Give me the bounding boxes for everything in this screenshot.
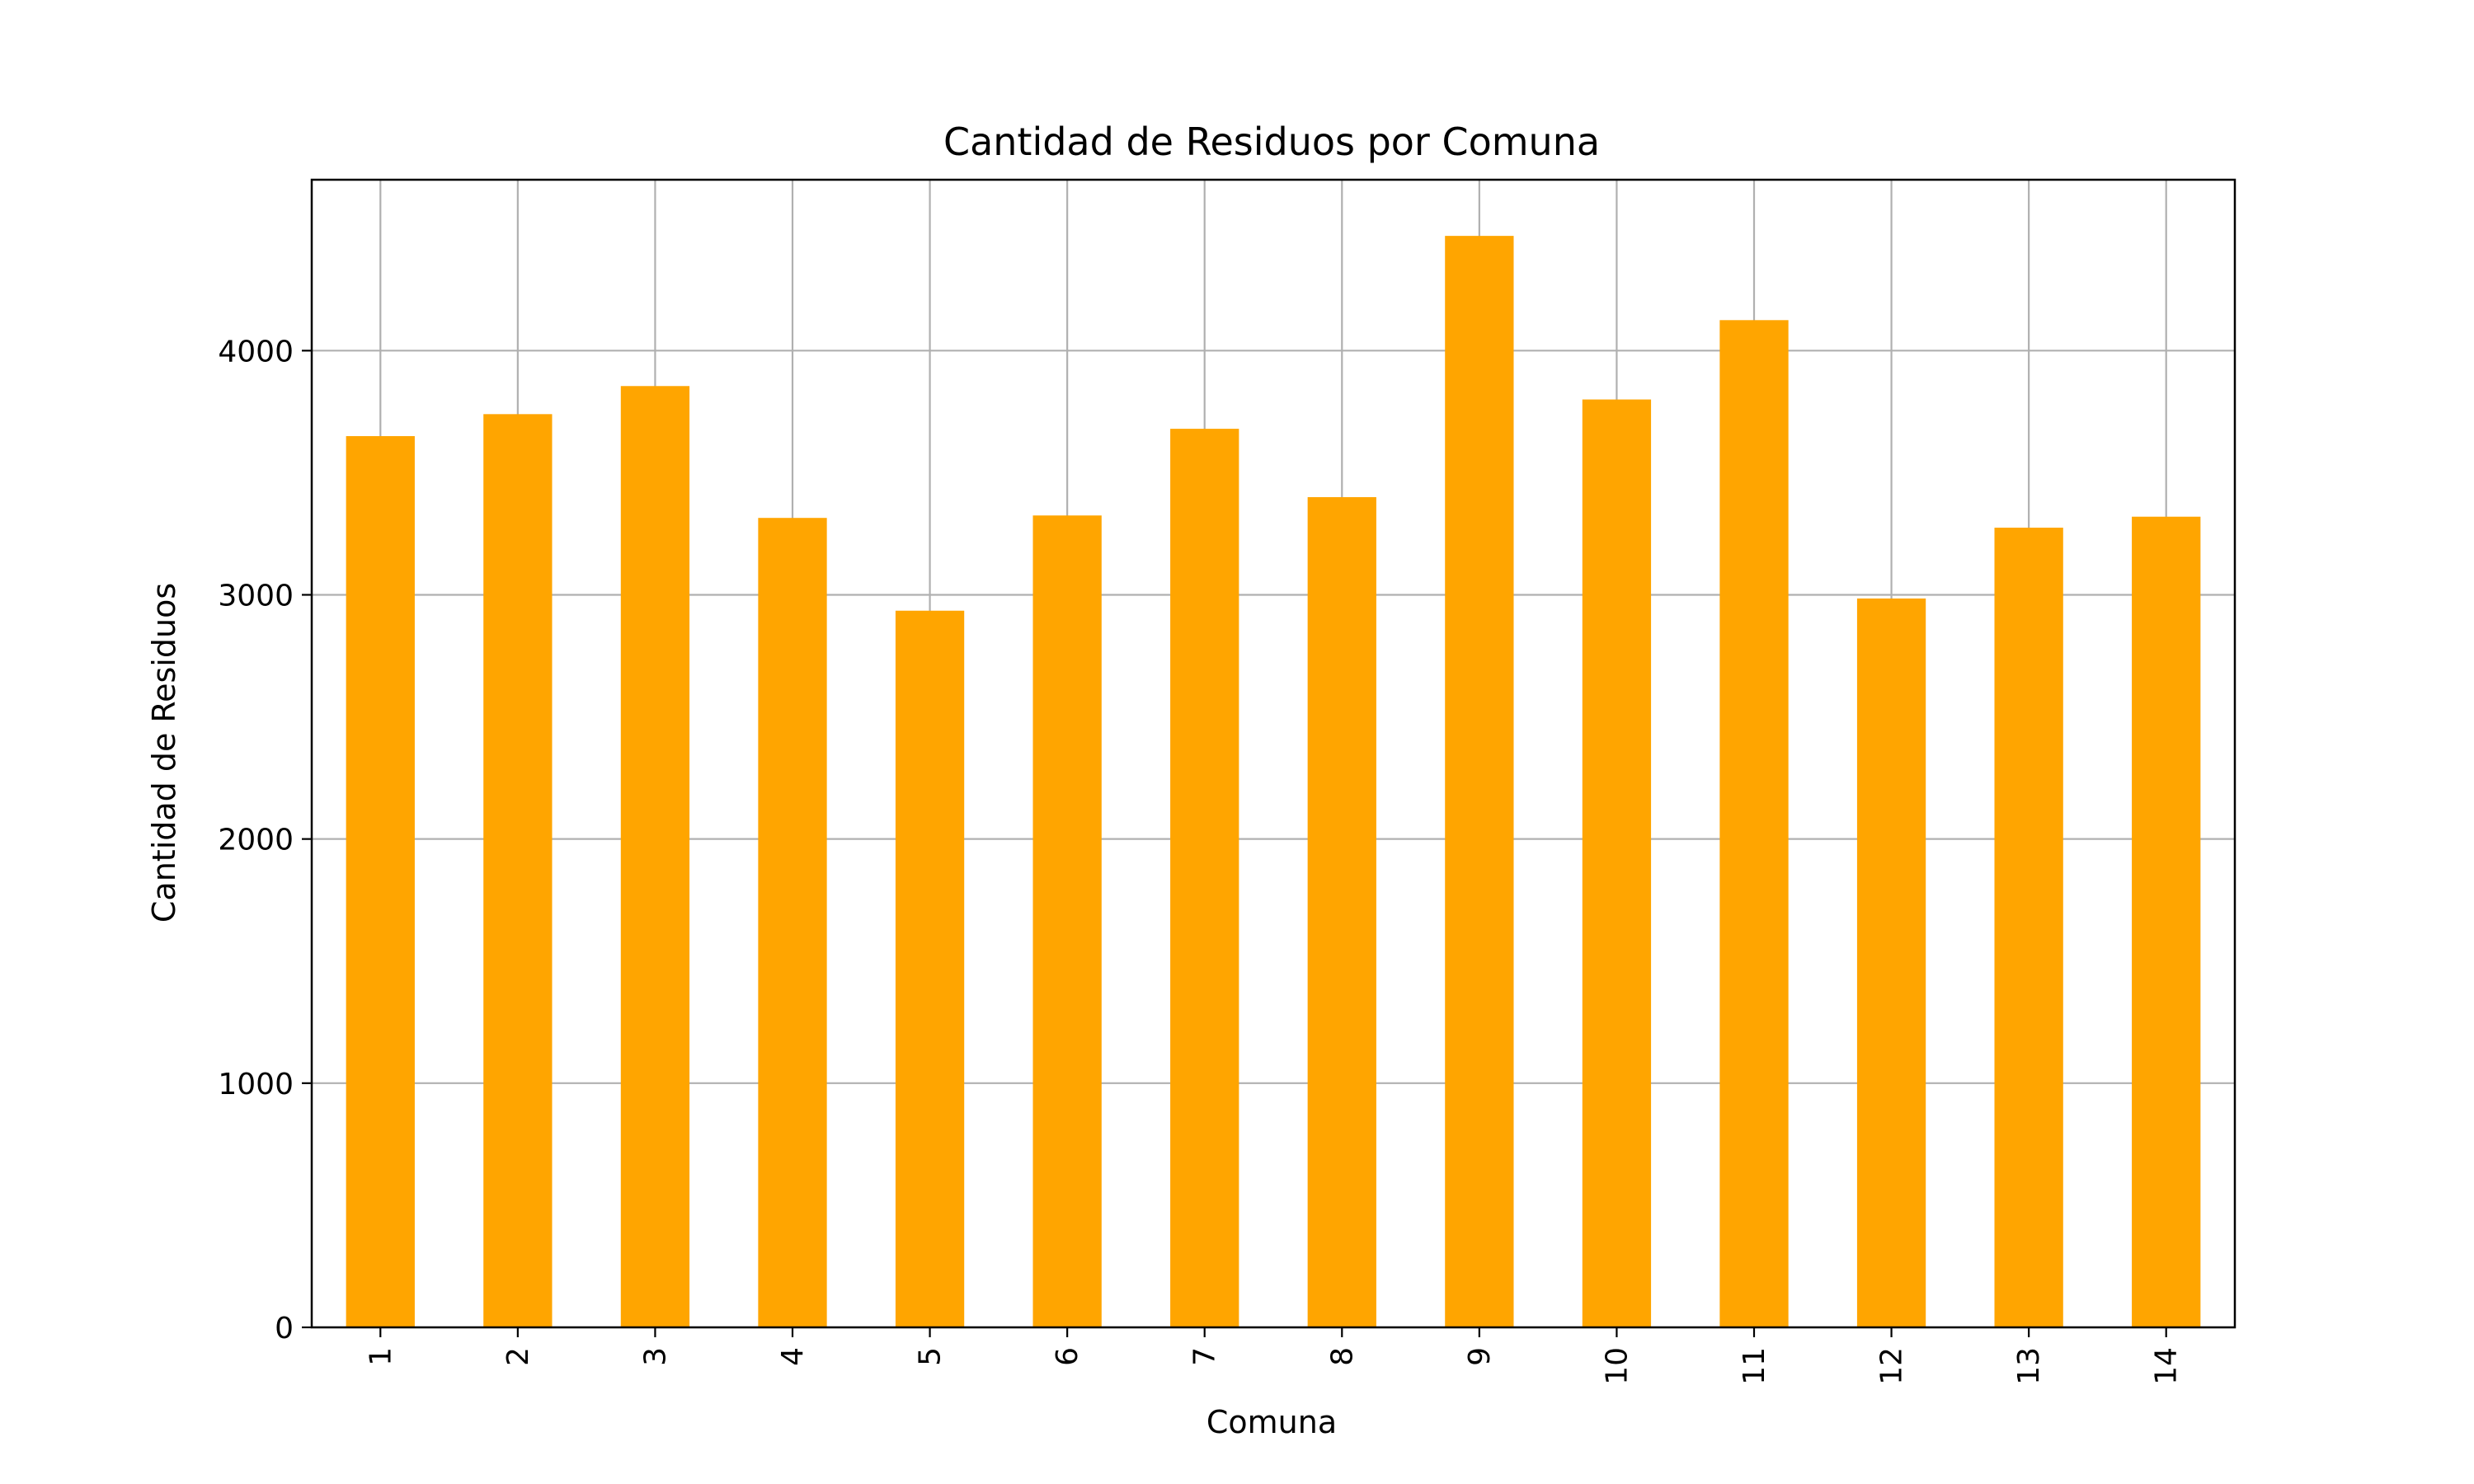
- x-tick-label: 9: [1463, 1347, 1497, 1366]
- bar: [758, 518, 827, 1327]
- x-tick-label: 1: [364, 1347, 397, 1366]
- x-tick-label: 11: [1738, 1347, 1771, 1385]
- bar: [1032, 515, 1102, 1327]
- x-tick-label: 13: [2012, 1347, 2046, 1385]
- x-tick-label: 12: [1875, 1347, 1909, 1385]
- x-tick-label: 8: [1325, 1347, 1359, 1366]
- y-tick-label: 2000: [218, 824, 294, 857]
- bar: [1856, 598, 1926, 1327]
- y-tick-label: 0: [275, 1312, 294, 1345]
- bar: [483, 414, 553, 1328]
- chart-title: Cantidad de Residuos por Comuna: [943, 120, 1600, 164]
- bar: [2132, 516, 2201, 1327]
- x-tick-label: 10: [1600, 1347, 1634, 1385]
- bar: [346, 435, 415, 1327]
- bar: [620, 386, 690, 1328]
- bar: [1445, 236, 1514, 1327]
- y-tick-label: 3000: [218, 579, 294, 613]
- bar: [1307, 497, 1376, 1327]
- bar: [1994, 528, 2063, 1327]
- bar: [1719, 320, 1789, 1328]
- y-axis-label: Cantidad de Residuos: [146, 583, 182, 923]
- y-tick-label: 1000: [218, 1068, 294, 1101]
- x-tick-label: 2: [501, 1347, 535, 1366]
- y-tick-label: 4000: [218, 335, 294, 369]
- x-axis-label: Comuna: [1206, 1404, 1337, 1440]
- x-tick-label: 4: [776, 1347, 810, 1366]
- x-tick-label: 3: [638, 1347, 672, 1366]
- bar: [895, 610, 965, 1327]
- bars: [346, 236, 2201, 1328]
- x-tick-label: 5: [914, 1347, 948, 1366]
- plot-frame: [310, 178, 2236, 1329]
- x-tick-label: 6: [1051, 1347, 1084, 1366]
- x-tick-label: 14: [2150, 1347, 2184, 1385]
- grid-lines: [312, 180, 2235, 1329]
- bar: [1170, 429, 1239, 1327]
- x-tick-label: 7: [1188, 1347, 1222, 1366]
- bar: [1582, 399, 1652, 1327]
